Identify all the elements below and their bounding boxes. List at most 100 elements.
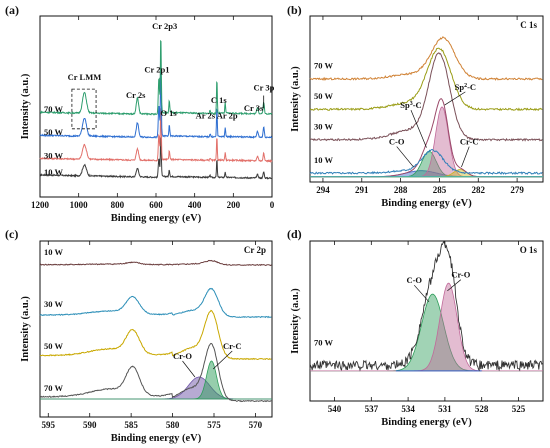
component-label-sp3-c: Sp3-C [400, 100, 421, 110]
panel-d: 540 537 534 531 528 525 Binding energy (eV) Int… [287, 227, 544, 428]
series-label-70-w: 70 W [44, 104, 63, 114]
component-label-c-o: C-O [406, 275, 422, 285]
y-axis-label: Intensity (a.u.) [290, 66, 301, 132]
peak-label-c-1s: C 1s [211, 95, 228, 105]
component-label-sp2-c: Sp2-C [455, 82, 476, 92]
annotation-leader [182, 360, 196, 378]
annotation-leader [396, 146, 414, 168]
x-tick-label: 600 [149, 200, 163, 210]
element-label: C 1s [520, 20, 537, 30]
x-tick-label: 528 [475, 404, 489, 414]
peak-label-cr-2p3: Cr 2p3 [152, 21, 177, 31]
x-tick-label: 285 [433, 185, 447, 195]
annotation-leader [410, 109, 427, 148]
x-axis-label: Binding energy (eV) [111, 213, 202, 224]
peak-label-cr-3s: Cr 3s [244, 103, 264, 113]
x-tick-label: 585 [124, 420, 138, 430]
plot-frame [309, 15, 544, 183]
series-line-70-w [309, 36, 543, 82]
series-line-70-w [309, 240, 543, 372]
peak-label-ar-2s: Ar 2s [196, 111, 216, 121]
peak-label-cr-3p: Cr 3p [253, 82, 274, 92]
series-label-70-w: 70 W [314, 61, 333, 71]
panel-label: (d) [287, 227, 302, 241]
annotation-leader [413, 284, 430, 303]
fit-c-o [310, 293, 543, 372]
series-label-10-w: 10 W [314, 155, 333, 165]
series-label-70-w: 70 W [44, 383, 63, 393]
peak-label-cr-lmm: Cr LMM [68, 72, 102, 82]
annotation-leader [447, 279, 462, 292]
annotation-leader [212, 350, 233, 370]
x-tick-label: 540 [328, 404, 342, 414]
series-label-50-w: 50 W [44, 341, 63, 351]
x-tick-label: 400 [188, 200, 202, 210]
element-label: O 1s [520, 245, 538, 255]
series-line-50-w [39, 71, 273, 139]
x-tick-label: 294 [316, 185, 330, 195]
series-label-70-w: 70 W [314, 338, 333, 348]
x-tick-label: 282 [472, 185, 486, 195]
component-label-cr-c: Cr-C [460, 137, 479, 147]
series-label-30-w: 30 W [44, 299, 63, 309]
series-label-30-w: 30 W [44, 150, 63, 160]
x-tick-label: 590 [83, 420, 97, 430]
plot-frame [309, 240, 544, 402]
series-label-30-w: 30 W [314, 121, 333, 131]
series-line-30-w [39, 108, 273, 164]
x-tick-label: 200 [227, 200, 241, 210]
series-line-50-w [39, 309, 272, 361]
x-axis-label: Binding energy (eV) [111, 433, 202, 444]
y-axis-label: Intensity (a.u.) [290, 288, 301, 354]
x-axis-label: Binding energy (eV) [381, 198, 472, 209]
x-tick-label: 800 [111, 200, 125, 210]
series-line-30-w [39, 287, 272, 319]
x-tick-label: 291 [355, 185, 369, 195]
x-tick-label: 525 [512, 404, 526, 414]
x-tick-label: 279 [510, 185, 524, 195]
series-line-10-w [39, 137, 273, 180]
plot-frame [39, 15, 273, 198]
panel-b: 294 291 288 285 282 279 Binding energy (eV) Int… [287, 3, 544, 209]
series-label-10-w: 10 W [44, 167, 63, 177]
x-tick-label: 531 [438, 404, 452, 414]
y-axis-label: Intensity (a.u.) [20, 73, 31, 139]
peak-label-ar-2p: Ar 2p [217, 111, 238, 121]
series-line-50-w [309, 47, 543, 112]
series-line-30-w [309, 52, 543, 142]
element-label: Cr 2p [244, 245, 266, 255]
fit-cr-o [310, 282, 543, 372]
x-tick-label: 0 [270, 200, 275, 210]
x-tick-label: 1200 [31, 200, 50, 210]
series-label-10-w: 10 W [44, 247, 63, 257]
component-label-cr-o: Cr-O [173, 351, 192, 361]
x-tick-label: 1000 [70, 200, 89, 210]
component-label-cr-o: Cr-O [451, 270, 470, 280]
x-tick-label: 534 [401, 404, 415, 414]
series-line-70-w [39, 39, 273, 117]
component-label-cr-c: Cr-C [223, 341, 242, 351]
annotation-leader [444, 91, 466, 106]
x-axis-label: Binding energy (eV) [381, 417, 472, 428]
panel-label: (a) [5, 3, 19, 17]
panel-label: (b) [287, 3, 302, 17]
y-axis-label: Intensity (a.u.) [20, 296, 31, 362]
x-tick-label: 570 [249, 420, 263, 430]
x-tick-label: 580 [166, 420, 180, 430]
panel-a: 1200 1000 800 600 400 200 0 Binding energy (eV)… [5, 3, 275, 224]
x-tick-label: 288 [394, 185, 408, 195]
series-label-50-w: 50 W [44, 127, 63, 137]
x-tick-label: 595 [42, 420, 56, 430]
series-label-50-w: 50 W [314, 91, 333, 101]
series-line-70-w [39, 342, 272, 403]
series-line-10-w [309, 148, 543, 176]
fit-cr-c [40, 360, 272, 400]
plot-frame [39, 240, 273, 418]
annotation-leader [461, 146, 470, 168]
component-label-c-o: C-O [389, 137, 405, 147]
panel-label: (c) [5, 227, 18, 241]
peak-label-cr-2s: Cr 2s [126, 90, 146, 100]
panel-c: 595 590 585 580 575 570 Binding energy (eV) Int… [5, 227, 273, 444]
x-tick-label: 537 [365, 404, 379, 414]
